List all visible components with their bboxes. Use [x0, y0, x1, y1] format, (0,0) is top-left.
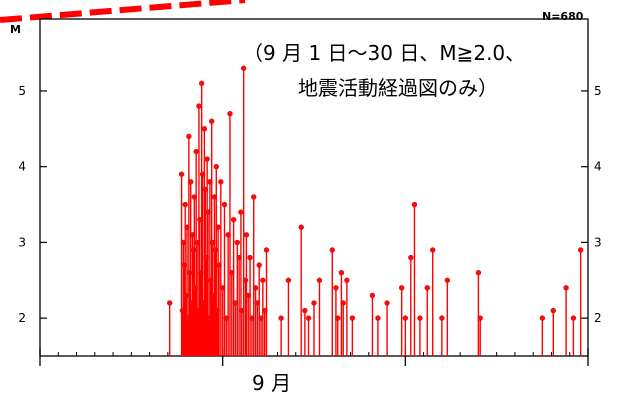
annotation-line-2: 地震活動経過図のみ）	[298, 76, 498, 100]
stem-point	[227, 110, 233, 117]
stem-point	[369, 292, 376, 299]
y-tick-label-right: 3	[594, 235, 602, 249]
pointer-dashed-line	[0, 0, 246, 23]
y-tick-label-left: 2	[18, 311, 26, 325]
stem-point	[375, 315, 381, 321]
stem-point	[234, 239, 240, 246]
stem-point	[333, 285, 339, 291]
stem-point	[344, 277, 350, 283]
stem-point	[240, 65, 247, 71]
stem-point	[193, 148, 199, 155]
stem-point	[198, 80, 205, 87]
stem-point	[338, 269, 345, 276]
stem-point	[204, 156, 210, 162]
y-axis-label: M	[10, 23, 21, 36]
stem-point	[183, 292, 189, 299]
stem-point	[550, 307, 556, 314]
stem-point	[285, 277, 292, 283]
stem-point	[408, 254, 414, 261]
stem-point	[424, 285, 430, 291]
stem-point	[263, 247, 270, 253]
stem-point	[190, 247, 197, 253]
stem-point	[311, 300, 317, 306]
y-tick-label-left: 3	[18, 235, 26, 249]
stem-point	[182, 201, 188, 208]
stem-point	[212, 247, 219, 253]
y-tick-label-right: 5	[594, 84, 602, 98]
stem-point	[305, 315, 312, 321]
count-label: N=680	[542, 10, 584, 23]
stem-point	[563, 285, 569, 291]
stem-point	[181, 262, 188, 268]
stem-point	[577, 247, 584, 253]
stem-point	[201, 126, 208, 132]
stem-point	[316, 277, 323, 283]
stem-point	[188, 179, 194, 185]
stem-point	[398, 285, 405, 291]
stem-point	[243, 232, 250, 238]
stem-point	[402, 315, 409, 321]
stem-point	[186, 133, 192, 140]
stem-point	[213, 163, 219, 170]
stem-point	[209, 118, 215, 124]
stem-point	[329, 247, 335, 253]
stem-point	[166, 300, 173, 306]
stem-point	[178, 171, 185, 177]
stem-point	[260, 277, 266, 283]
stem-series	[166, 65, 584, 356]
stem-point	[215, 224, 221, 230]
stem-point	[539, 315, 546, 321]
stem-point	[238, 209, 244, 215]
stem-point	[417, 315, 423, 321]
stem-point	[477, 315, 483, 321]
stem-point	[221, 201, 228, 208]
stem-point	[384, 300, 390, 306]
stem-point	[278, 315, 284, 321]
stem-point	[430, 247, 436, 253]
y-tick-label-right: 2	[594, 311, 602, 325]
stem-point	[349, 315, 356, 321]
stem-point	[256, 262, 262, 268]
stem-point	[242, 277, 249, 283]
stem-point	[444, 277, 451, 283]
stem-point	[439, 315, 445, 321]
stem-point	[251, 194, 257, 200]
stem-point	[475, 269, 482, 276]
stem-point	[570, 315, 577, 321]
stem-point	[302, 307, 308, 314]
stem-point	[187, 269, 193, 276]
stem-point	[335, 315, 341, 321]
stem-point	[230, 216, 237, 223]
y-axis-ticks: 2 2 3 3 4 4 5 5	[18, 84, 601, 325]
y-tick-label-left: 4	[18, 160, 26, 174]
stem-point	[247, 254, 253, 261]
x-axis-label: 9 月	[252, 371, 291, 395]
y-tick-label-right: 4	[594, 160, 602, 174]
stem-point	[196, 103, 202, 109]
stem-point	[218, 179, 224, 185]
y-tick-label-left: 5	[18, 84, 26, 98]
annotation-line-1: （9 月 1 日～30 日、M≧2.0、	[243, 41, 525, 65]
stem-point	[411, 201, 418, 208]
stem-point	[252, 285, 259, 291]
stem-point	[298, 224, 304, 230]
stem-point	[340, 300, 346, 306]
